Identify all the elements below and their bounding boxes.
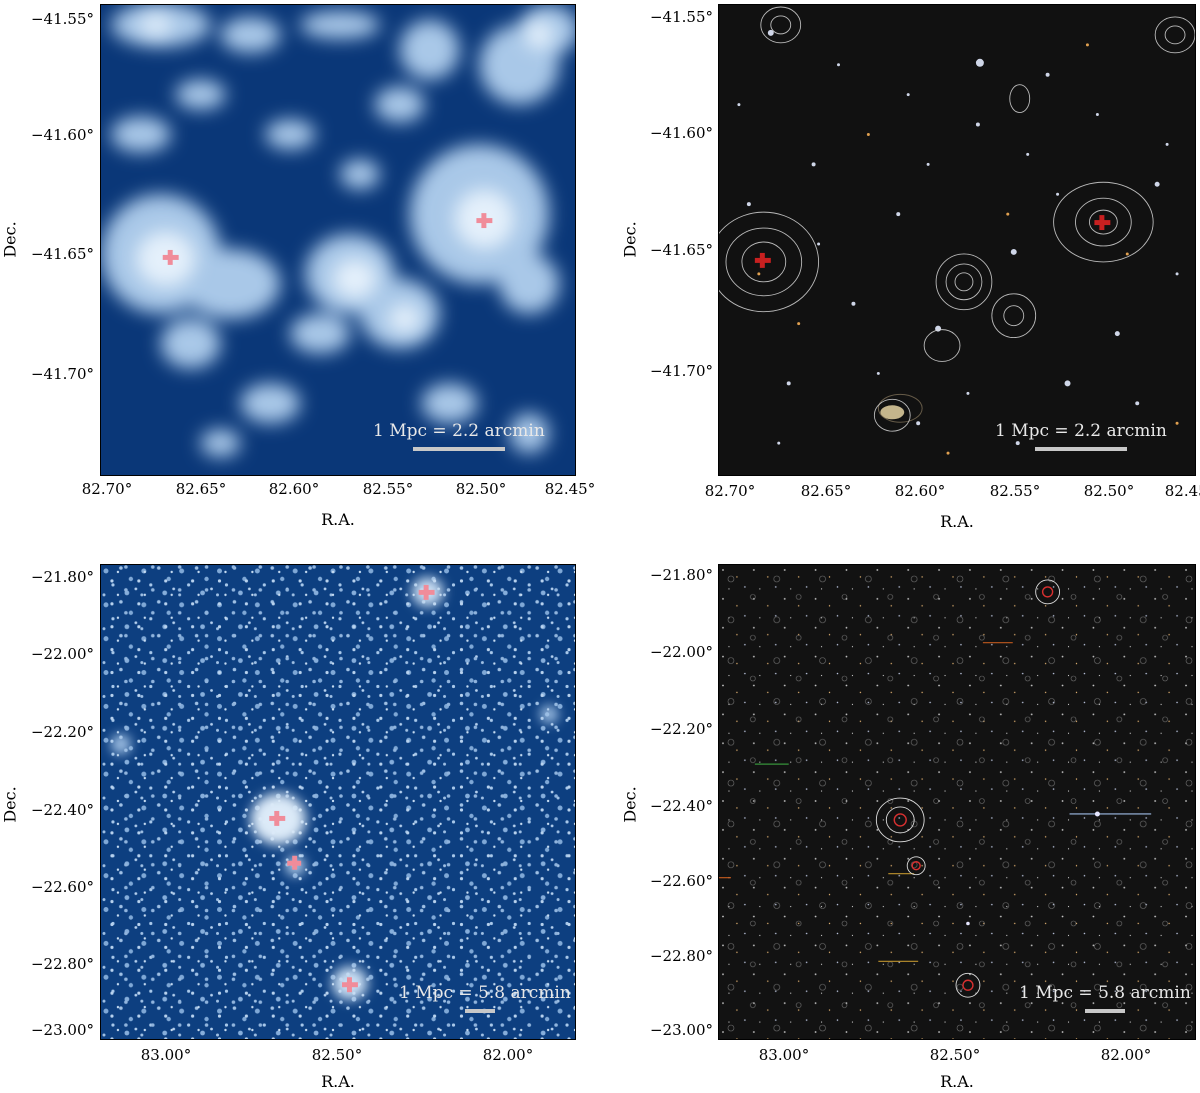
optical-stars-bottom xyxy=(719,565,1195,1039)
x-tick-label: 82.65° xyxy=(800,482,852,500)
y-tick-label: −41.55° xyxy=(30,10,94,28)
x-axis-label: R.A. xyxy=(321,510,355,529)
y-tick-label: −23.00° xyxy=(649,1021,713,1039)
xray-map-top: 1 Mpc = 2.2 arcmin xyxy=(100,4,576,476)
xray-contours xyxy=(875,579,1061,998)
y-tick-label: −21.80° xyxy=(649,566,713,584)
y-tick-label: −22.40° xyxy=(30,801,94,819)
y-tick-label: −21.80° xyxy=(30,568,94,586)
scale-bar xyxy=(1035,447,1127,451)
x-tick-label: 82.55° xyxy=(989,482,1041,500)
x-tick-label: 82.45° xyxy=(544,480,596,498)
x-axis-label: R.A. xyxy=(940,512,974,531)
y-tick-label: −22.00° xyxy=(649,643,713,661)
cluster-marker xyxy=(754,215,1111,268)
y-tick-label: −22.80° xyxy=(30,955,94,973)
x-tick-label: 82.65° xyxy=(175,480,227,498)
y-tick-label: −41.65° xyxy=(30,245,94,263)
x-axis-label: R.A. xyxy=(940,1072,974,1091)
y-tick-label: −41.65° xyxy=(649,241,713,259)
xray-image-bottom xyxy=(101,565,575,1039)
x-tick-label: 82.45° xyxy=(1164,482,1200,500)
x-tick-label: 83.00° xyxy=(140,1046,192,1064)
y-tick-label: −41.60° xyxy=(649,124,713,142)
cluster-marker xyxy=(162,213,493,265)
scale-bar xyxy=(465,1009,495,1013)
y-tick-label: −22.20° xyxy=(649,720,713,738)
x-tick-label: 82.70° xyxy=(81,480,133,498)
optical-image-top: 1 Mpc = 2.2 arcmin xyxy=(718,4,1196,476)
y-tick-label: −22.40° xyxy=(649,797,713,815)
y-tick-label: −22.60° xyxy=(649,872,713,890)
x-tick-label: 82.50° xyxy=(929,1046,981,1064)
x-tick-label: 83.00° xyxy=(758,1046,810,1064)
y-axis-label: Dec. xyxy=(620,786,640,823)
scale-label: 1 Mpc = 5.8 arcmin xyxy=(1019,983,1191,1003)
scale-bar xyxy=(1085,1009,1125,1013)
x-tick-label: 82.55° xyxy=(362,480,414,498)
x-tick-label: 82.60° xyxy=(268,480,320,498)
scale-label: 1 Mpc = 5.8 arcmin xyxy=(399,983,571,1003)
y-axis-label: Dec. xyxy=(0,786,20,823)
x-tick-label: 82.60° xyxy=(894,482,946,500)
x-tick-label: 82.50° xyxy=(455,480,507,498)
y-tick-label: −23.00° xyxy=(30,1021,94,1039)
xray-map-bottom: 1 Mpc = 5.8 arcmin xyxy=(100,564,576,1040)
x-tick-label: 82.50° xyxy=(1083,482,1135,500)
x-tick-label: 82.00° xyxy=(1100,1046,1152,1064)
y-tick-label: −41.70° xyxy=(30,365,94,383)
y-tick-label: −22.80° xyxy=(649,947,713,965)
x-tick-label: 82.50° xyxy=(311,1046,363,1064)
x-tick-label: 82.70° xyxy=(704,482,756,500)
x-axis-label: R.A. xyxy=(321,1072,355,1091)
y-axis-label: Dec. xyxy=(0,221,20,258)
cluster-marker xyxy=(269,584,435,993)
optical-stars-top xyxy=(719,6,1195,455)
scale-label: 1 Mpc = 2.2 arcmin xyxy=(995,421,1167,441)
y-axis-label: Dec. xyxy=(620,221,640,258)
x-tick-label: 82.00° xyxy=(482,1046,534,1064)
scale-bar xyxy=(413,447,505,451)
xray-image-top xyxy=(101,5,575,458)
optical-image-bottom: 1 Mpc = 5.8 arcmin xyxy=(718,564,1196,1040)
scale-label: 1 Mpc = 2.2 arcmin xyxy=(373,421,545,441)
xray-contours xyxy=(719,6,1195,432)
cluster-marker xyxy=(893,586,1054,991)
y-tick-label: −22.60° xyxy=(30,878,94,896)
y-tick-label: −22.00° xyxy=(30,645,94,663)
y-tick-label: −41.55° xyxy=(649,8,713,26)
y-tick-label: −22.20° xyxy=(30,723,94,741)
y-tick-label: −41.70° xyxy=(649,362,713,380)
y-tick-label: −41.60° xyxy=(30,126,94,144)
